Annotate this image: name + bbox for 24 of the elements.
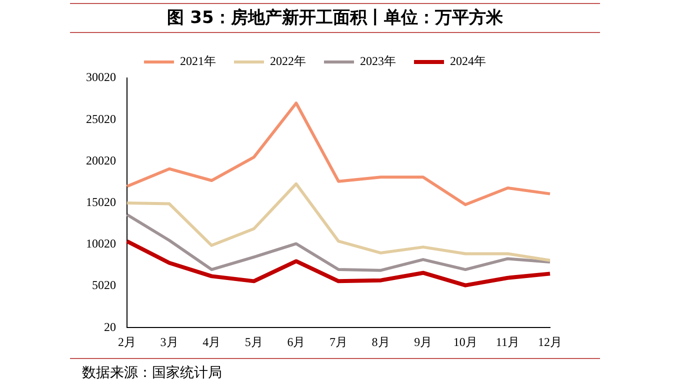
y-tick-label: 30020 xyxy=(86,70,116,84)
x-tick-label: 7月 xyxy=(330,334,348,349)
x-tick-label: 11月 xyxy=(496,334,520,349)
x-tick-label: 8月 xyxy=(372,334,390,349)
x-tick-label: 9月 xyxy=(414,334,432,349)
chart-title: 图 35：房地产新开工面积丨单位：万平方米 xyxy=(166,7,504,29)
y-tick-label: 5020 xyxy=(92,278,116,292)
y-tick-label: 20020 xyxy=(86,153,116,168)
x-tick-label: 6月 xyxy=(287,334,306,349)
x-tick-label: 10月 xyxy=(453,334,478,349)
y-tick-label: 10020 xyxy=(86,236,116,251)
x-tick-label: 3月 xyxy=(160,334,178,349)
y-tick-label: 15020 xyxy=(86,194,116,209)
legend-label: 2021年 xyxy=(180,54,216,68)
y-tick-label: 20 xyxy=(104,320,116,334)
legend-label: 2022年 xyxy=(270,54,306,68)
x-tick-label: 5月 xyxy=(244,334,263,349)
y-tick-label: 25020 xyxy=(86,112,116,126)
source-note: 数据来源：国家统计局 xyxy=(82,364,222,382)
legend-label: 2023年 xyxy=(360,54,396,68)
x-tick-label: 12月 xyxy=(538,334,562,349)
legend-label: 2024年 xyxy=(450,54,486,68)
x-tick-label: 2月 xyxy=(118,334,136,349)
x-tick-label: 4月 xyxy=(202,334,221,349)
